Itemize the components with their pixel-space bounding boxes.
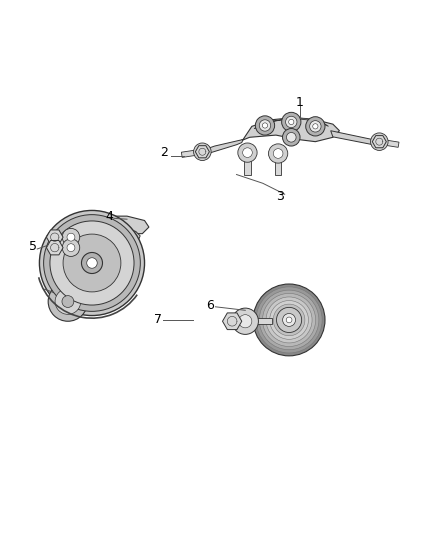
Text: 5: 5 — [29, 240, 37, 253]
Polygon shape — [239, 118, 339, 142]
Text: 1: 1 — [296, 96, 304, 109]
Circle shape — [283, 313, 296, 326]
Circle shape — [194, 143, 211, 160]
Circle shape — [50, 221, 134, 305]
Circle shape — [273, 304, 305, 336]
Circle shape — [313, 124, 318, 129]
Circle shape — [62, 296, 74, 308]
Polygon shape — [331, 131, 381, 145]
Circle shape — [262, 123, 268, 128]
Circle shape — [310, 120, 321, 132]
Text: 3: 3 — [276, 190, 284, 203]
Polygon shape — [244, 149, 251, 174]
Circle shape — [266, 297, 312, 343]
Circle shape — [270, 301, 308, 340]
Circle shape — [371, 133, 388, 150]
Circle shape — [276, 308, 302, 333]
Circle shape — [256, 287, 322, 353]
Circle shape — [243, 148, 252, 157]
Circle shape — [81, 253, 102, 273]
Polygon shape — [379, 139, 399, 147]
Circle shape — [44, 215, 140, 311]
Circle shape — [259, 290, 319, 350]
Text: 4: 4 — [106, 209, 113, 223]
Circle shape — [289, 119, 294, 125]
Circle shape — [268, 144, 288, 163]
Circle shape — [67, 233, 75, 241]
Text: 2: 2 — [160, 146, 168, 159]
Circle shape — [62, 239, 80, 256]
Circle shape — [48, 282, 88, 321]
Circle shape — [306, 117, 325, 136]
Polygon shape — [46, 230, 63, 244]
Polygon shape — [55, 235, 71, 240]
Circle shape — [87, 258, 97, 268]
Circle shape — [273, 149, 283, 158]
Polygon shape — [181, 149, 203, 157]
Circle shape — [286, 116, 297, 128]
Polygon shape — [118, 227, 140, 244]
Text: 6: 6 — [206, 300, 214, 312]
Polygon shape — [372, 135, 386, 148]
Circle shape — [62, 229, 80, 246]
Circle shape — [63, 234, 121, 292]
Polygon shape — [223, 313, 242, 329]
Circle shape — [255, 116, 275, 135]
Polygon shape — [46, 240, 63, 255]
Polygon shape — [55, 245, 71, 251]
Polygon shape — [245, 318, 272, 324]
Polygon shape — [275, 150, 281, 175]
Polygon shape — [206, 140, 243, 154]
Circle shape — [39, 211, 145, 316]
Circle shape — [286, 317, 292, 323]
Polygon shape — [254, 118, 328, 128]
Polygon shape — [195, 146, 209, 158]
Circle shape — [239, 314, 252, 328]
Circle shape — [375, 138, 383, 146]
Circle shape — [282, 112, 301, 132]
Polygon shape — [72, 216, 149, 235]
Circle shape — [67, 244, 75, 252]
Circle shape — [262, 293, 316, 346]
Circle shape — [253, 284, 325, 356]
Circle shape — [232, 308, 258, 334]
Circle shape — [286, 133, 296, 142]
Circle shape — [198, 148, 206, 156]
Circle shape — [238, 143, 257, 162]
Circle shape — [55, 289, 81, 314]
Circle shape — [259, 120, 271, 131]
Text: 7: 7 — [154, 312, 162, 326]
Circle shape — [283, 128, 300, 146]
